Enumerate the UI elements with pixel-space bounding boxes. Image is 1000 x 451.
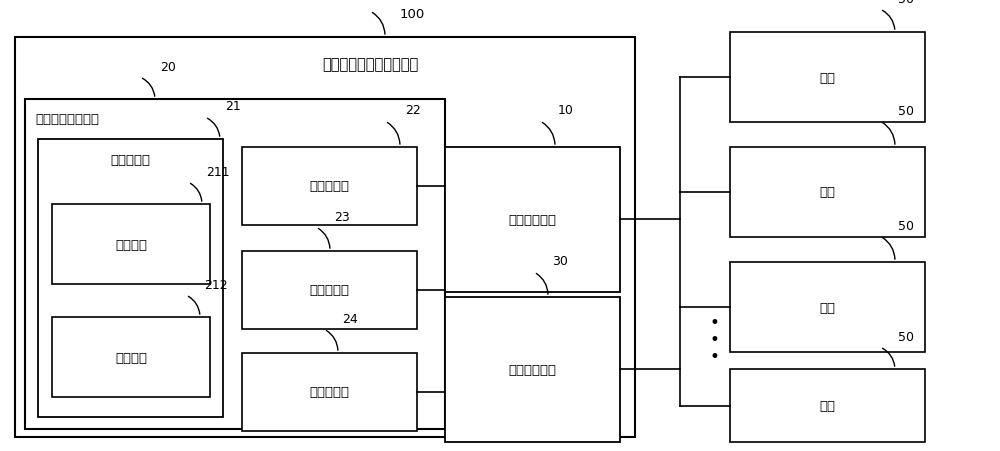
Text: 20: 20: [160, 61, 176, 74]
Bar: [38, 140, 223, 417]
Text: 内核: 内核: [820, 399, 836, 412]
Bar: [242, 147, 417, 226]
Text: 50: 50: [898, 105, 914, 118]
Text: 判断子模块: 判断子模块: [310, 386, 350, 399]
Bar: [730, 147, 925, 238]
Text: 内核: 内核: [820, 186, 836, 199]
Text: 内核: 内核: [820, 71, 836, 84]
Text: 计算单元: 计算单元: [115, 238, 147, 251]
Text: 50: 50: [898, 0, 914, 6]
Bar: [52, 205, 210, 285]
Text: 设置子模块: 设置子模块: [310, 180, 350, 193]
Text: 50: 50: [898, 330, 914, 343]
Text: 计算性能分析模块: 计算性能分析模块: [35, 113, 99, 126]
Text: 频点设置模块: 频点设置模块: [509, 213, 556, 226]
Text: 21: 21: [225, 100, 241, 113]
Text: 211: 211: [206, 166, 230, 179]
Text: 频率调整模块: 频率调整模块: [509, 363, 556, 376]
Text: 212: 212: [204, 278, 228, 291]
Text: 计数子模块: 计数子模块: [310, 284, 350, 297]
Text: 23: 23: [334, 211, 350, 224]
Text: 50: 50: [898, 220, 914, 232]
Text: 分析子模块: 分析子模块: [110, 153, 150, 166]
Bar: [445, 147, 620, 292]
Bar: [445, 297, 620, 442]
Bar: [15, 38, 635, 437]
Bar: [730, 33, 925, 123]
Text: •
•
•: • • •: [709, 314, 719, 365]
Bar: [242, 353, 417, 431]
Bar: [730, 262, 925, 352]
Text: 内核: 内核: [820, 301, 836, 314]
Bar: [25, 100, 445, 429]
Bar: [242, 252, 417, 329]
Text: 30: 30: [552, 254, 568, 267]
Text: 10: 10: [558, 104, 574, 117]
Bar: [52, 318, 210, 397]
Text: 验算单元: 验算单元: [115, 351, 147, 364]
Text: 100: 100: [400, 8, 425, 21]
Text: 24: 24: [342, 312, 358, 325]
Text: 计算设备的芯片调频装置: 计算设备的芯片调频装置: [322, 57, 418, 72]
Text: 22: 22: [405, 104, 421, 117]
Bar: [730, 369, 925, 442]
